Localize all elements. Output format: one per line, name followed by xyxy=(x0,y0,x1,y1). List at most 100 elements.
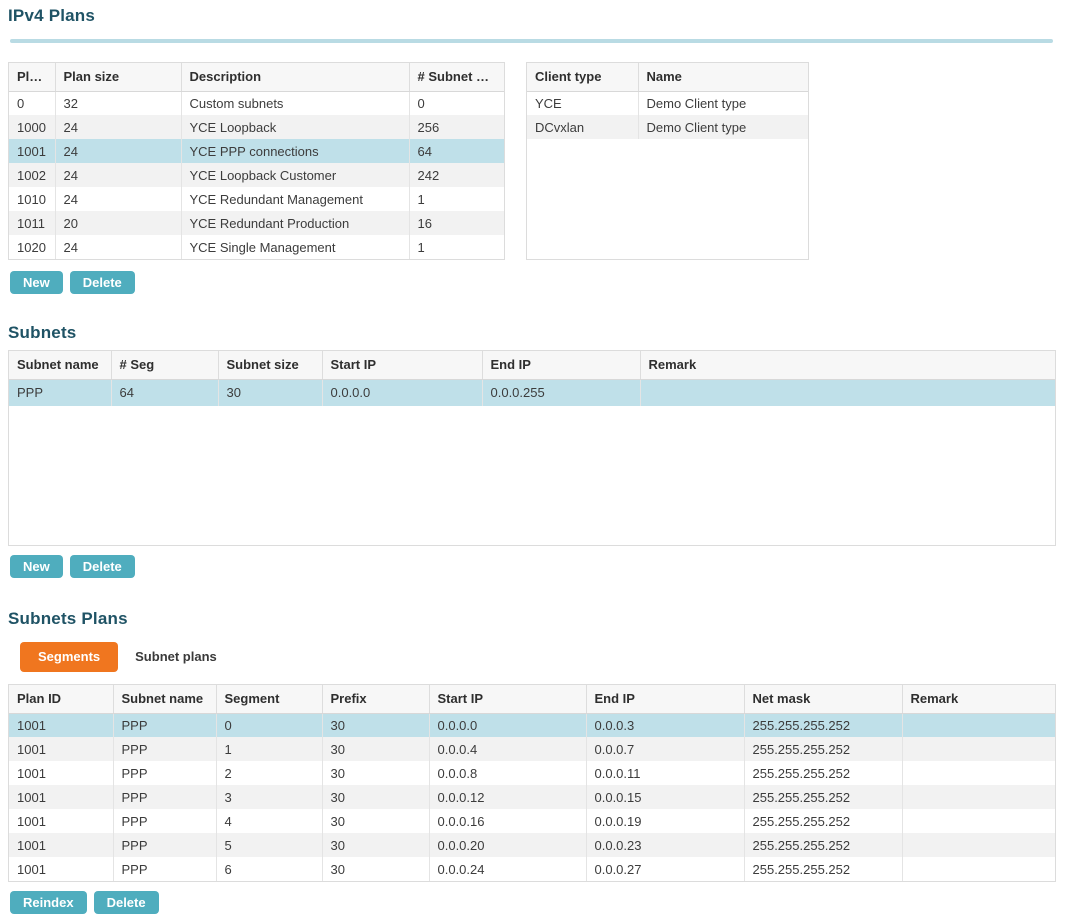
table-row[interactable]: 032Custom subnets0 xyxy=(9,91,505,115)
table-row[interactable]: 1001PPP3300.0.0.120.0.0.15255.255.255.25… xyxy=(9,785,1055,809)
column-header-seg[interactable]: # Seg xyxy=(111,351,218,379)
table-cell: 0 xyxy=(9,91,55,115)
table-cell: 242 xyxy=(409,163,505,187)
table-cell: 0.0.0.24 xyxy=(429,857,586,881)
column-header-name[interactable]: Name xyxy=(638,63,808,91)
table-cell: 0 xyxy=(216,713,322,737)
table-cell: 24 xyxy=(55,139,181,163)
table-row[interactable]: 1001PPP5300.0.0.200.0.0.23255.255.255.25… xyxy=(9,833,1055,857)
table-row[interactable]: 1001PPP6300.0.0.240.0.0.27255.255.255.25… xyxy=(9,857,1055,881)
table-cell: 0.0.0.23 xyxy=(586,833,744,857)
column-header-segment[interactable]: Segment xyxy=(216,685,322,713)
table-cell: PPP xyxy=(113,809,216,833)
table-cell xyxy=(902,809,1055,833)
table-row[interactable]: 100024YCE Loopback256 xyxy=(9,115,505,139)
ipv4-plans-table: Plan …Plan sizeDescription# Subnet Ra…03… xyxy=(8,62,505,260)
new-subnet-button[interactable]: New xyxy=(10,555,63,578)
table-cell: 24 xyxy=(55,115,181,139)
column-header-remark[interactable]: Remark xyxy=(902,685,1055,713)
subnets-plans-tabs: Segments Subnet plans xyxy=(20,642,1069,672)
table-cell: 1001 xyxy=(9,857,113,881)
segments-table: Plan IDSubnet nameSegmentPrefixStart IPE… xyxy=(8,684,1056,882)
column-header-subnet-name[interactable]: Subnet name xyxy=(9,351,111,379)
subnets-actions: New Delete xyxy=(10,555,1069,578)
subnets-title: Subnets xyxy=(0,317,1069,343)
tab-segments[interactable]: Segments xyxy=(20,642,118,672)
table-row[interactable]: PPP64300.0.0.00.0.0.255 xyxy=(9,379,1055,406)
new-plan-button[interactable]: New xyxy=(10,271,63,294)
column-header-net-mask[interactable]: Net mask xyxy=(744,685,902,713)
column-header-plan-id[interactable]: Plan ID xyxy=(9,685,113,713)
table-row[interactable]: 1001PPP0300.0.0.00.0.0.3255.255.255.252 xyxy=(9,713,1055,737)
delete-plan-button[interactable]: Delete xyxy=(70,271,135,294)
table-cell: 1011 xyxy=(9,211,55,235)
table-row[interactable]: 101024YCE Redundant Management1 xyxy=(9,187,505,211)
table-row[interactable]: YCEDemo Client type xyxy=(527,91,808,115)
table-cell: 255.255.255.252 xyxy=(744,785,902,809)
column-header-plan[interactable]: Plan … xyxy=(9,63,55,91)
column-header-start-ip[interactable]: Start IP xyxy=(429,685,586,713)
column-header-end-ip[interactable]: End IP xyxy=(586,685,744,713)
table-row[interactable]: 1001PPP1300.0.0.40.0.0.7255.255.255.252 xyxy=(9,737,1055,761)
column-header-end-ip[interactable]: End IP xyxy=(482,351,640,379)
table-row[interactable]: 1001PPP4300.0.0.160.0.0.19255.255.255.25… xyxy=(9,809,1055,833)
table-cell: 30 xyxy=(322,785,429,809)
table-row[interactable]: 1001PPP2300.0.0.80.0.0.11255.255.255.252 xyxy=(9,761,1055,785)
column-header-client-type[interactable]: Client type xyxy=(527,63,638,91)
table-cell: 5 xyxy=(216,833,322,857)
table-cell: 4 xyxy=(216,809,322,833)
table-row[interactable]: DCvxlanDemo Client type xyxy=(527,115,808,139)
table-cell: 1001 xyxy=(9,785,113,809)
table-cell: PPP xyxy=(113,785,216,809)
column-header-subnet-name[interactable]: Subnet name xyxy=(113,685,216,713)
table-cell: 1 xyxy=(409,235,505,259)
table-cell: 0.0.0.0 xyxy=(322,379,482,406)
tab-subnet-plans[interactable]: Subnet plans xyxy=(135,642,217,672)
column-header-start-ip[interactable]: Start IP xyxy=(322,351,482,379)
table-cell xyxy=(640,379,1055,406)
table-cell: 1001 xyxy=(9,139,55,163)
table-row[interactable]: 100224YCE Loopback Customer242 xyxy=(9,163,505,187)
table-cell: 30 xyxy=(322,809,429,833)
client-types-table: Client typeNameYCEDemo Client typeDCvxla… xyxy=(526,62,809,260)
table-cell: 3 xyxy=(216,785,322,809)
table-cell: YCE Single Management xyxy=(181,235,409,259)
reindex-button[interactable]: Reindex xyxy=(10,891,87,914)
table-cell: 1010 xyxy=(9,187,55,211)
table-cell: 30 xyxy=(322,857,429,881)
table-cell: 0.0.0.0 xyxy=(429,713,586,737)
table-cell: 255.255.255.252 xyxy=(744,761,902,785)
table-cell: PPP xyxy=(113,857,216,881)
table-cell: 64 xyxy=(111,379,218,406)
table-cell: PPP xyxy=(9,379,111,406)
table-cell: 255.255.255.252 xyxy=(744,857,902,881)
column-header-description[interactable]: Description xyxy=(181,63,409,91)
table-cell: 0.0.0.19 xyxy=(586,809,744,833)
delete-subnet-button[interactable]: Delete xyxy=(70,555,135,578)
table-cell: 30 xyxy=(322,713,429,737)
table-cell: 1001 xyxy=(9,809,113,833)
table-row[interactable]: 100124YCE PPP connections64 xyxy=(9,139,505,163)
table-cell: 1 xyxy=(216,737,322,761)
table-cell: YCE Redundant Production xyxy=(181,211,409,235)
table-cell xyxy=(902,713,1055,737)
column-header-subnet-ra[interactable]: # Subnet Ra… xyxy=(409,63,505,91)
table-cell xyxy=(902,833,1055,857)
table-cell: 30 xyxy=(218,379,322,406)
column-header-subnet-size[interactable]: Subnet size xyxy=(218,351,322,379)
section-divider xyxy=(10,39,1053,43)
table-row[interactable]: 102024YCE Single Management1 xyxy=(9,235,505,259)
delete-segment-button[interactable]: Delete xyxy=(94,891,159,914)
table-cell: YCE xyxy=(527,91,638,115)
table-cell: 255.255.255.252 xyxy=(744,737,902,761)
table-cell: PPP xyxy=(113,833,216,857)
column-header-plan-size[interactable]: Plan size xyxy=(55,63,181,91)
column-header-prefix[interactable]: Prefix xyxy=(322,685,429,713)
table-cell: Demo Client type xyxy=(638,91,808,115)
table-cell: YCE PPP connections xyxy=(181,139,409,163)
table-cell: 1002 xyxy=(9,163,55,187)
subnets-plans-title: Subnets Plans xyxy=(0,603,1069,629)
column-header-remark[interactable]: Remark xyxy=(640,351,1055,379)
table-row[interactable]: 101120YCE Redundant Production16 xyxy=(9,211,505,235)
table-cell: 256 xyxy=(409,115,505,139)
